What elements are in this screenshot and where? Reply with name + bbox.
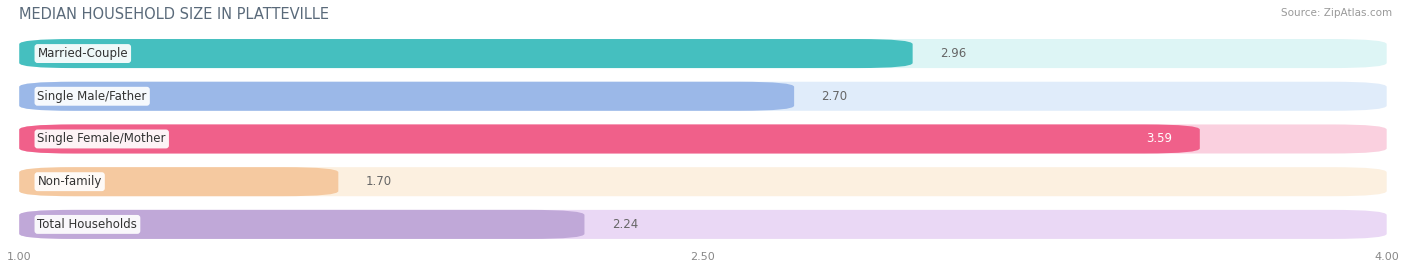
FancyBboxPatch shape bbox=[20, 210, 1386, 239]
FancyBboxPatch shape bbox=[20, 39, 1386, 68]
Text: Single Male/Father: Single Male/Father bbox=[38, 90, 146, 103]
Text: 2.70: 2.70 bbox=[821, 90, 848, 103]
Text: Married-Couple: Married-Couple bbox=[38, 47, 128, 60]
Text: MEDIAN HOUSEHOLD SIZE IN PLATTEVILLE: MEDIAN HOUSEHOLD SIZE IN PLATTEVILLE bbox=[20, 7, 329, 22]
FancyBboxPatch shape bbox=[20, 125, 1199, 154]
Text: 2.24: 2.24 bbox=[612, 218, 638, 231]
FancyBboxPatch shape bbox=[20, 39, 912, 68]
Text: 3.59: 3.59 bbox=[1146, 132, 1173, 146]
Text: Non-family: Non-family bbox=[38, 175, 101, 188]
Text: Total Households: Total Households bbox=[38, 218, 138, 231]
Text: 2.96: 2.96 bbox=[941, 47, 966, 60]
FancyBboxPatch shape bbox=[20, 210, 585, 239]
Text: 1.70: 1.70 bbox=[366, 175, 392, 188]
FancyBboxPatch shape bbox=[20, 125, 1386, 154]
FancyBboxPatch shape bbox=[20, 167, 1386, 196]
Text: Source: ZipAtlas.com: Source: ZipAtlas.com bbox=[1281, 8, 1392, 18]
FancyBboxPatch shape bbox=[20, 82, 794, 111]
Text: Single Female/Mother: Single Female/Mother bbox=[38, 132, 166, 146]
FancyBboxPatch shape bbox=[20, 167, 339, 196]
FancyBboxPatch shape bbox=[20, 82, 1386, 111]
